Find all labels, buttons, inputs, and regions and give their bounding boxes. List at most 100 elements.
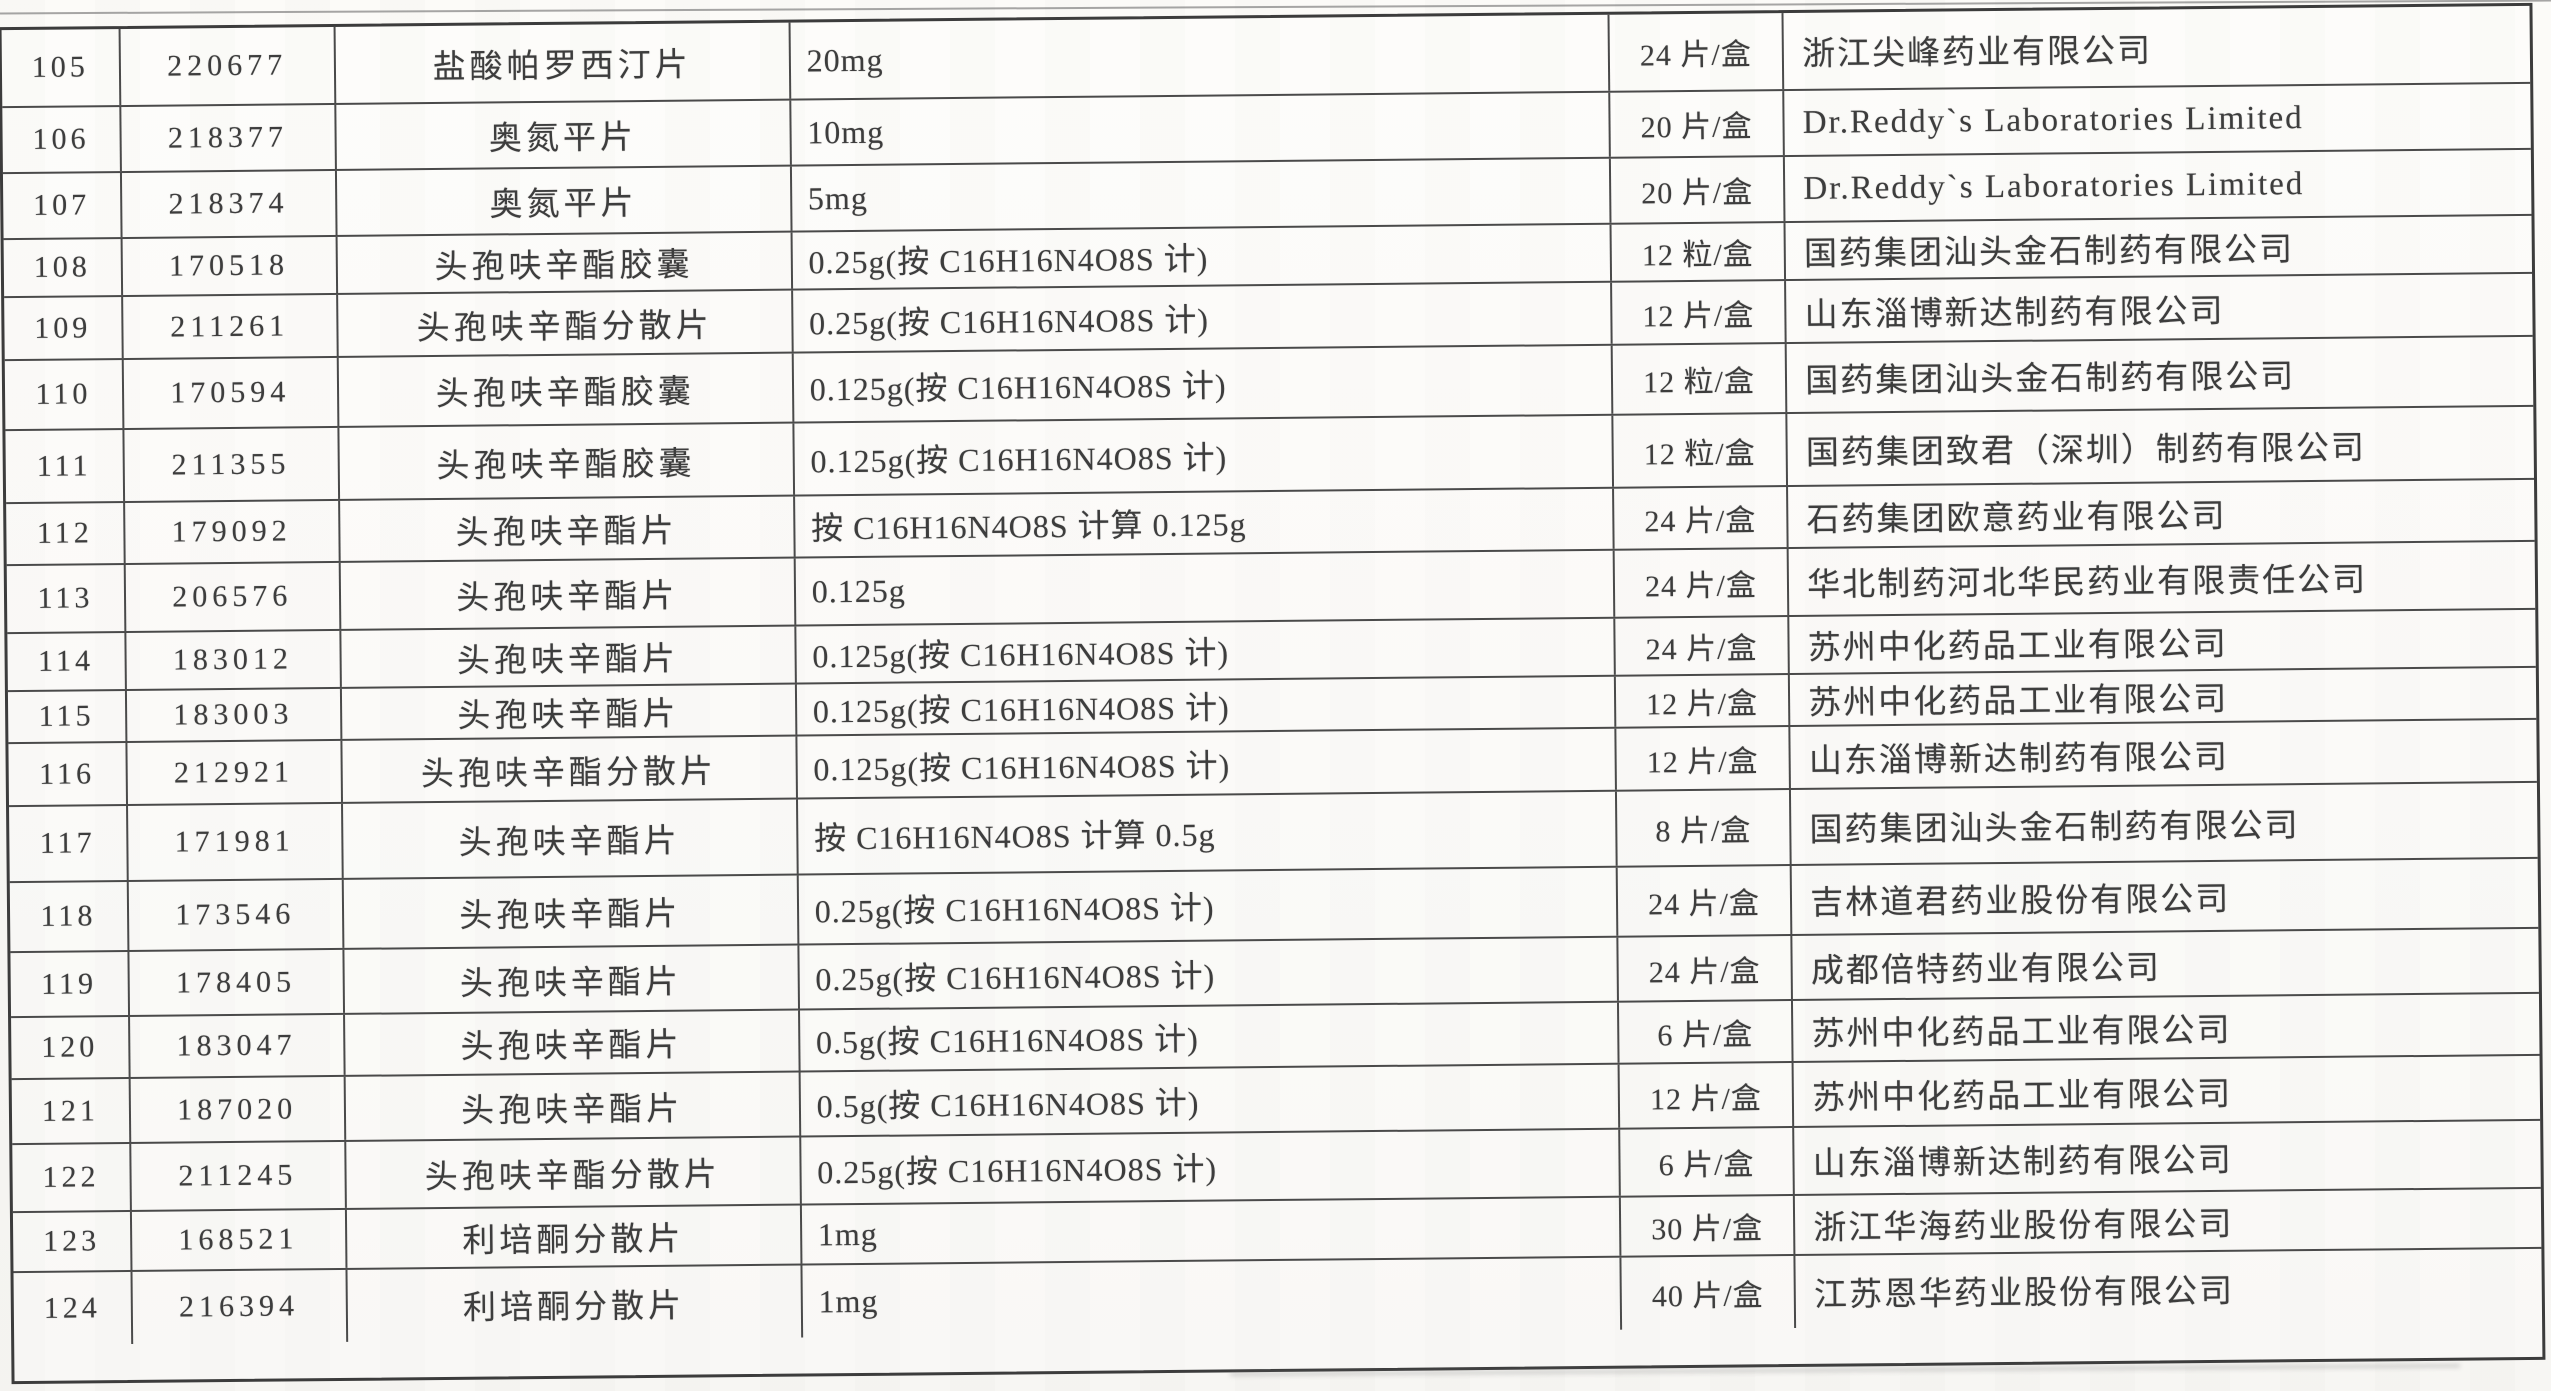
seq-cell: 110	[4, 360, 125, 430]
drug-name-cell: 头孢呋辛酯片	[343, 875, 800, 948]
spec-cell: 按 C16H16N4O8S 计算 0.125g	[794, 488, 1615, 557]
drug-name-cell: 头孢呋辛酯胶囊	[338, 353, 795, 426]
manufacturer-cell: Dr.Reddy`s Laboratories Limited	[1803, 165, 2305, 207]
manufacturer-cell: 苏州中化药品工业有限公司	[1811, 1076, 2233, 1117]
seq-cell: 120	[11, 1016, 131, 1079]
code-cell: 211261	[122, 294, 339, 359]
drug-name-cell: 头孢呋辛酯片	[344, 1010, 801, 1075]
manufacturer-cell: 国药集团致君（深圳）制药有限公司	[1805, 429, 2367, 472]
code-cell: 212921	[127, 740, 343, 804]
code-cell: 168521	[131, 1209, 348, 1270]
seq-cell: 111	[5, 430, 125, 503]
drug-name-cell: 头孢呋辛酯片	[345, 1072, 801, 1140]
code-cell: 183012	[126, 630, 342, 689]
spec-cell: 0.125g(按 C16H16N4O8S 计)	[796, 676, 1617, 735]
pack-cell: 6 片/盒	[1619, 1128, 1796, 1196]
pack-cell: 24 片/盒	[1617, 866, 1793, 936]
drug-name-cell: 头孢呋辛酯分散片	[345, 1137, 802, 1208]
manufacturer-cell: 山东淄博新达制药有限公司	[1804, 293, 2225, 334]
spec-cell: 0.125g(按 C16H16N4O8S 计)	[797, 728, 1617, 798]
pack-cell: 24 片/盒	[1618, 936, 1794, 1001]
code-cell: 170594	[123, 357, 340, 429]
pack-cell: 12 粒/盒	[1612, 344, 1788, 414]
pack-cell: 12 片/盒	[1619, 1063, 1795, 1128]
code-cell: 211245	[131, 1141, 347, 1210]
spec-cell: 按 C16H16N4O8S 计算 0.5g	[797, 791, 1618, 874]
pack-cell: 40 片/盒	[1621, 1255, 1797, 1330]
spec-cell: 0.25g(按 C16H16N4O8S 计)	[792, 224, 1612, 289]
pack-cell: 24 片/盒	[1615, 617, 1791, 675]
spec-cell: 1mg	[802, 1257, 1622, 1338]
code-cell: 187020	[130, 1076, 346, 1142]
code-cell: 183047	[129, 1014, 346, 1077]
pack-cell: 24 片/盒	[1609, 13, 1785, 91]
code-cell: 179092	[124, 500, 341, 563]
pack-cell: 12 粒/盒	[1613, 414, 1789, 487]
drug-name-cell: 头孢呋辛酯片	[341, 626, 797, 687]
drug-name-cell: 头孢呋辛酯分散片	[342, 736, 798, 802]
manufacturer-cell: 华北制药河北华民药业有限责任公司	[1807, 562, 2368, 604]
drug-name-cell: 头孢呋辛酯胶囊	[337, 232, 793, 293]
manufacturer-cell: 苏州中化药品工业有限公司	[1811, 1012, 2232, 1053]
drug-name-cell: 头孢呋辛酯片	[344, 945, 800, 1013]
manufacturer-cell: 国药集团汕头金石制药有限公司	[1803, 232, 2295, 273]
drug-name-cell: 头孢呋辛酯片	[342, 799, 799, 878]
pack-cell: 30 片/盒	[1620, 1196, 1796, 1256]
code-cell: 173546	[128, 879, 345, 950]
manufacturer-cell: 山东淄博新达制药有限公司	[1808, 739, 2230, 780]
pack-cell: 20 片/盒	[1610, 91, 1786, 157]
drug-name-cell: 头孢呋辛酯分散片	[337, 290, 794, 356]
seq-cell: 118	[9, 881, 130, 952]
pack-cell: 20 片/盒	[1610, 157, 1786, 223]
code-cell: 220677	[120, 26, 336, 106]
code-cell: 211355	[124, 427, 340, 502]
code-cell: 171981	[127, 803, 344, 880]
manufacturer-cell: 苏州中化药品工业有限公司	[1808, 681, 2229, 722]
code-cell: 178405	[129, 949, 345, 1015]
code-cell: 216394	[132, 1269, 348, 1344]
manufacturer-cell: 江苏恩华药业股份有限公司	[1813, 1273, 2235, 1314]
pack-cell: 24 片/盒	[1613, 487, 1789, 549]
seq-cell: 121	[11, 1078, 132, 1144]
spec-cell: 1mg	[801, 1197, 1622, 1264]
spec-cell: 0.125g(按 C16H16N4O8S 计)	[796, 618, 1616, 683]
seq-cell: 116	[8, 742, 128, 806]
spec-cell: 10mg	[791, 92, 1611, 165]
pack-cell: 24 片/盒	[1614, 549, 1790, 617]
code-cell: 206576	[125, 562, 342, 631]
seq-cell: 119	[10, 951, 130, 1017]
spec-cell: 0.125g(按 C16H16N4O8S 计)	[793, 345, 1614, 422]
seq-cell: 117	[9, 805, 129, 882]
spec-cell: 0.25g(按 C16H16N4O8S 计)	[799, 937, 1619, 1009]
drug-name-cell: 利培酮分散片	[347, 1265, 803, 1342]
manufacturer-cell: 石药集团欧意药业有限公司	[1806, 498, 2227, 539]
drug-name-cell: 奥氮平片	[335, 100, 792, 169]
spec-cell: 5mg	[791, 158, 1612, 231]
spec-cell: 0.5g(按 C16H16N4O8S 计)	[799, 1002, 1620, 1071]
spec-cell: 20mg	[790, 14, 1611, 99]
pack-cell: 12 片/盒	[1616, 727, 1792, 790]
pack-cell: 12 片/盒	[1611, 281, 1787, 344]
manufacturer-cell: 苏州中化药品工业有限公司	[1807, 626, 2228, 667]
seq-cell: 109	[4, 297, 124, 360]
seq-cell: 113	[6, 564, 127, 633]
seq-cell: 115	[7, 690, 128, 743]
spec-cell: 0.5g(按 C16H16N4O8S 计)	[800, 1064, 1620, 1136]
manufacturer-cell: 国药集团汕头金石制药有限公司	[1805, 359, 2296, 400]
spec-cell: 0.25g(按 C16H16N4O8S 计)	[798, 867, 1619, 944]
drug-name-cell: 利培酮分散片	[346, 1205, 803, 1268]
code-cell: 183003	[126, 688, 343, 741]
drug-name-cell: 奥氮平片	[336, 166, 793, 235]
code-cell: 218377	[121, 104, 337, 172]
drug-name-cell: 头孢呋辛酯胶囊	[339, 423, 795, 499]
seq-cell: 123	[12, 1211, 133, 1272]
drug-name-cell: 头孢呋辛酯片	[340, 558, 797, 629]
seq-cell: 106	[2, 107, 122, 173]
seq-cell: 122	[12, 1143, 132, 1212]
pack-cell: 6 片/盒	[1618, 1001, 1794, 1063]
code-cell: 170518	[122, 236, 338, 296]
spec-cell: 0.25g(按 C16H16N4O8S 计)	[800, 1129, 1621, 1204]
seq-cell: 114	[7, 632, 127, 691]
pack-cell: 12 粒/盒	[1611, 223, 1787, 281]
